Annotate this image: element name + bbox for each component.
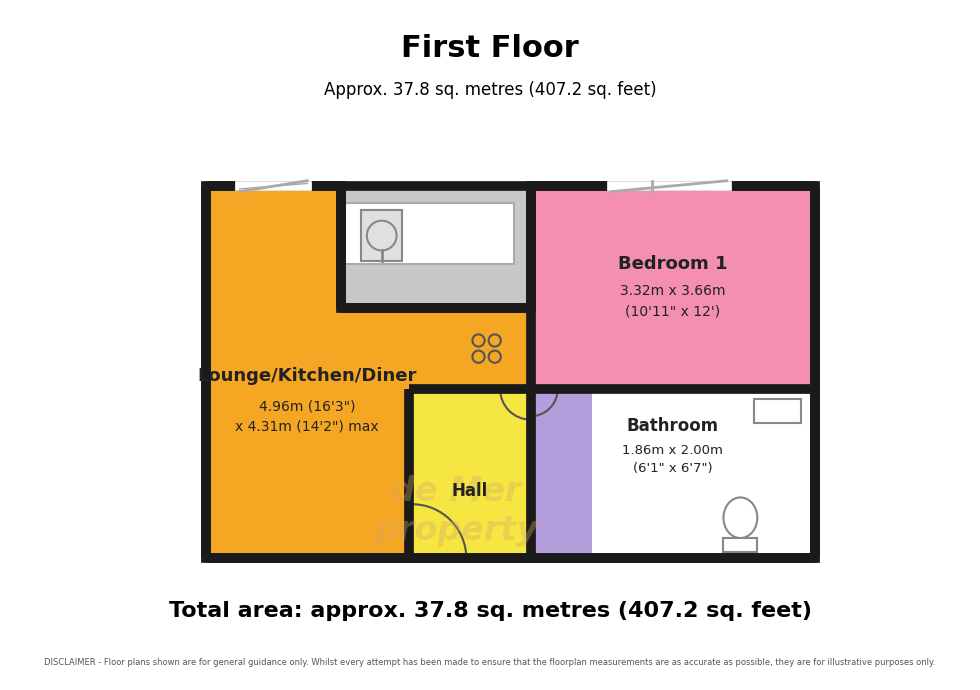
Text: DISCLAIMER - Floor plans shown are for general guidance only. Whilst every attem: DISCLAIMER - Floor plans shown are for g…	[44, 658, 936, 667]
Bar	[341, 186, 530, 308]
Text: Lounge/Kitchen/Diner: Lounge/Kitchen/Diner	[198, 366, 416, 384]
Bar	[530, 389, 814, 558]
Bar	[530, 186, 814, 389]
Text: Bathroom: Bathroom	[626, 417, 718, 435]
Bar	[409, 389, 530, 558]
Ellipse shape	[723, 497, 758, 538]
Bar	[723, 538, 758, 551]
Text: x 4.31m (14'2") max: x 4.31m (14'2") max	[235, 420, 379, 433]
Text: First Floor: First Floor	[401, 34, 579, 63]
Text: (6'1" x 6'7"): (6'1" x 6'7")	[633, 462, 712, 475]
Text: 1.86m x 2.00m: 1.86m x 2.00m	[622, 444, 723, 457]
Text: de Mer
property: de Mer property	[374, 475, 538, 546]
Bar	[362, 210, 402, 261]
Text: Total area: approx. 37.8 sq. metres (407.2 sq. feet): Total area: approx. 37.8 sq. metres (407…	[169, 601, 811, 620]
Text: K: K	[385, 186, 622, 484]
Text: Hall: Hall	[452, 482, 488, 500]
Bar	[592, 393, 811, 555]
Text: 3.32m x 3.66m: 3.32m x 3.66m	[620, 284, 725, 298]
Bar	[345, 203, 514, 264]
Text: (10'11" x 12'): (10'11" x 12')	[625, 304, 720, 318]
Polygon shape	[206, 186, 530, 558]
Text: Approx. 37.8 sq. metres (407.2 sq. feet): Approx. 37.8 sq. metres (407.2 sq. feet)	[323, 81, 657, 99]
Bar	[754, 400, 802, 423]
Text: Bedroom 1: Bedroom 1	[618, 255, 727, 273]
Text: 4.96m (16'3"): 4.96m (16'3")	[259, 399, 356, 413]
